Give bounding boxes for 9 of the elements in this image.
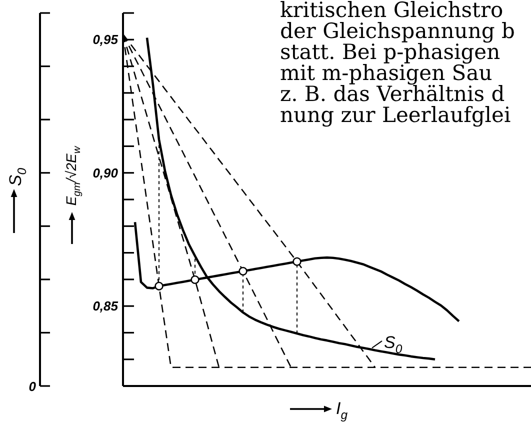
annotation: nung zur Leerlaufglei — [280, 103, 511, 127]
text: 0 — [28, 378, 37, 394]
annotation: der Gleichspannung b — [280, 19, 515, 43]
y-tick-label: 0,85 — [92, 298, 119, 314]
annotation: kritischen Gleichstro — [280, 0, 504, 22]
x-axis-title: I$_{g}$ — [336, 399, 348, 422]
legend-label: S$_{0}$ — [384, 332, 402, 356]
y-tick-label: 0,90 — [92, 165, 119, 180]
y-tick-label: 0,95 — [92, 32, 119, 48]
